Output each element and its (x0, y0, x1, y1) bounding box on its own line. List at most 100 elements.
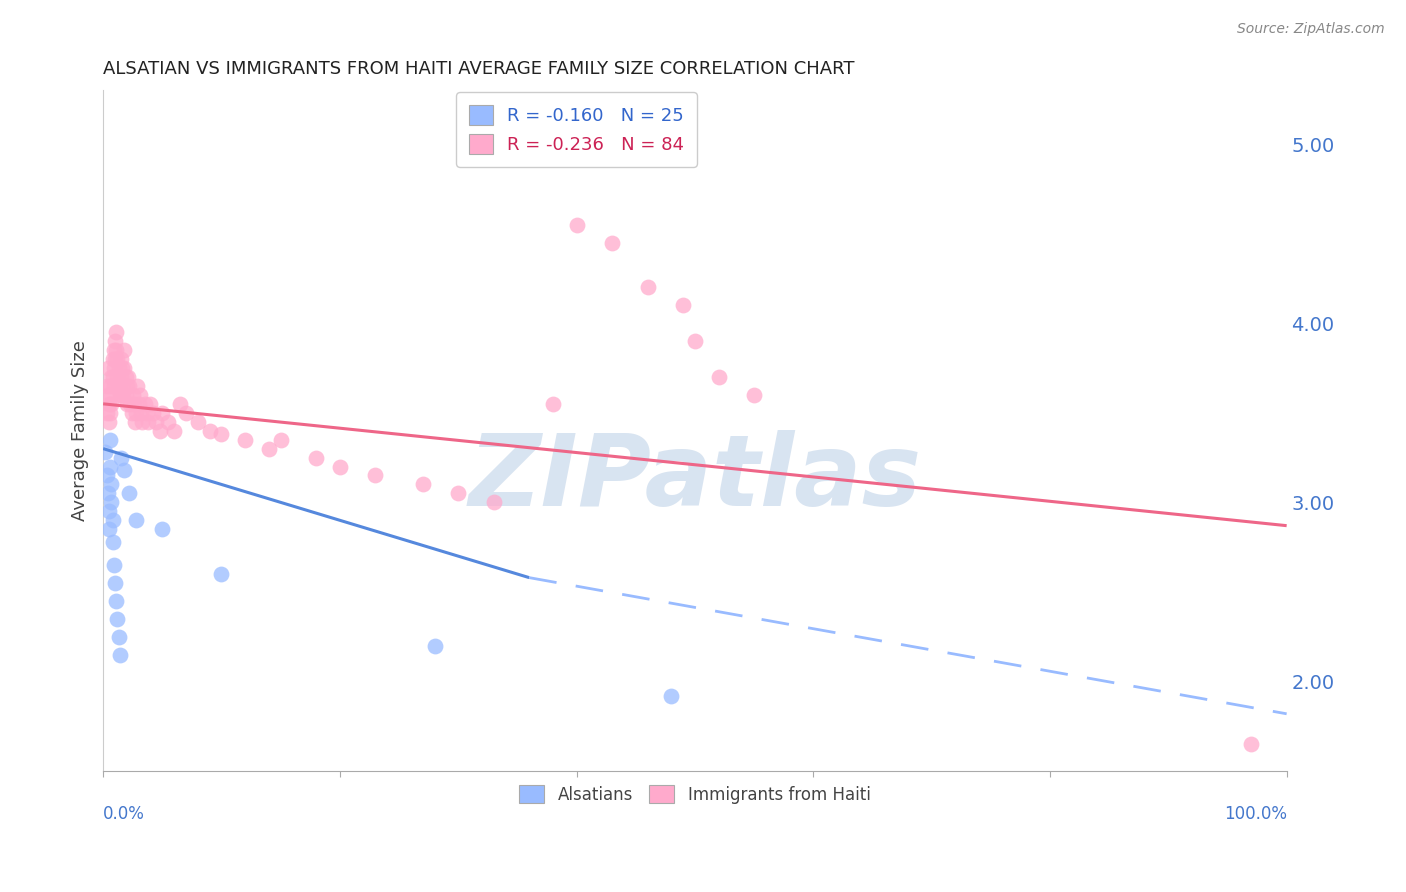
Point (115, 379, 138, 393)
Point (97, 361, 120, 376)
Point (150, 522, 173, 536)
Point (96, 379, 118, 393)
Point (124, 415, 146, 429)
Point (100, 370, 122, 384)
Point (672, 298, 695, 312)
Point (125, 513, 148, 527)
Point (135, 406, 157, 420)
Point (305, 450, 328, 465)
Point (270, 433, 292, 447)
Point (565, 218, 588, 232)
Point (136, 415, 159, 429)
Point (128, 397, 150, 411)
Point (412, 477, 434, 491)
Point (742, 388, 765, 402)
Point (129, 406, 152, 420)
Point (103, 379, 125, 393)
Point (150, 406, 173, 420)
Point (114, 361, 136, 376)
Point (447, 486, 470, 500)
Point (105, 325, 128, 339)
Point (174, 406, 197, 420)
Point (114, 388, 136, 402)
Point (98, 504, 121, 518)
Point (149, 424, 172, 438)
Point (110, 388, 132, 402)
Text: Source: ZipAtlas.com: Source: ZipAtlas.com (1237, 22, 1385, 37)
Point (423, 639, 446, 653)
Point (121, 388, 143, 402)
Point (110, 370, 132, 384)
Point (157, 415, 180, 429)
Point (637, 280, 659, 294)
Point (1240, 737, 1263, 751)
Point (122, 397, 145, 411)
Y-axis label: Average Family Size: Average Family Size (72, 340, 89, 521)
Point (211, 567, 233, 582)
Text: 100.0%: 100.0% (1223, 805, 1286, 823)
Point (110, 450, 132, 465)
Point (233, 433, 256, 447)
Point (100, 495, 122, 509)
Point (364, 468, 387, 483)
Point (98, 406, 121, 420)
Point (120, 397, 142, 411)
Point (105, 370, 128, 384)
Point (114, 463, 136, 477)
Point (107, 361, 129, 376)
Point (115, 397, 138, 411)
Point (111, 361, 134, 376)
Point (134, 397, 156, 411)
Point (101, 352, 124, 367)
Point (105, 343, 128, 357)
Point (114, 343, 136, 357)
Point (100, 388, 122, 402)
Point (145, 415, 167, 429)
Point (98, 522, 121, 536)
Point (142, 406, 165, 420)
Point (329, 459, 352, 474)
Point (105, 594, 128, 608)
Point (541, 397, 564, 411)
Point (97, 486, 120, 500)
Point (211, 427, 233, 442)
Point (103, 558, 125, 573)
Point (98, 397, 121, 411)
Point (105, 612, 128, 626)
Point (107, 630, 129, 644)
Point (108, 388, 131, 402)
Point (600, 235, 623, 250)
Legend: Alsatians, Immigrants from Haiti: Alsatians, Immigrants from Haiti (512, 779, 877, 811)
Point (104, 576, 127, 591)
Point (98, 379, 121, 393)
Point (683, 334, 706, 348)
Point (103, 343, 125, 357)
Point (139, 397, 162, 411)
Point (96, 468, 118, 483)
Point (101, 534, 124, 549)
Point (127, 379, 149, 393)
Point (659, 689, 682, 703)
Point (103, 361, 125, 376)
Point (101, 370, 124, 384)
Point (131, 415, 153, 429)
Point (117, 370, 139, 384)
Point (121, 406, 143, 420)
Point (101, 513, 124, 527)
Point (107, 379, 129, 393)
Point (482, 495, 505, 509)
Point (104, 352, 127, 367)
Point (169, 397, 191, 411)
Point (163, 424, 186, 438)
Point (198, 424, 221, 438)
Point (111, 379, 134, 393)
Point (114, 370, 136, 384)
Point (100, 397, 122, 411)
Point (98, 433, 121, 447)
Point (110, 352, 132, 367)
Point (98, 415, 121, 429)
Point (96, 406, 118, 420)
Point (108, 648, 131, 662)
Point (118, 486, 141, 500)
Text: ALSATIAN VS IMMIGRANTS FROM HAITI AVERAGE FAMILY SIZE CORRELATION CHART: ALSATIAN VS IMMIGRANTS FROM HAITI AVERAG… (103, 60, 855, 78)
